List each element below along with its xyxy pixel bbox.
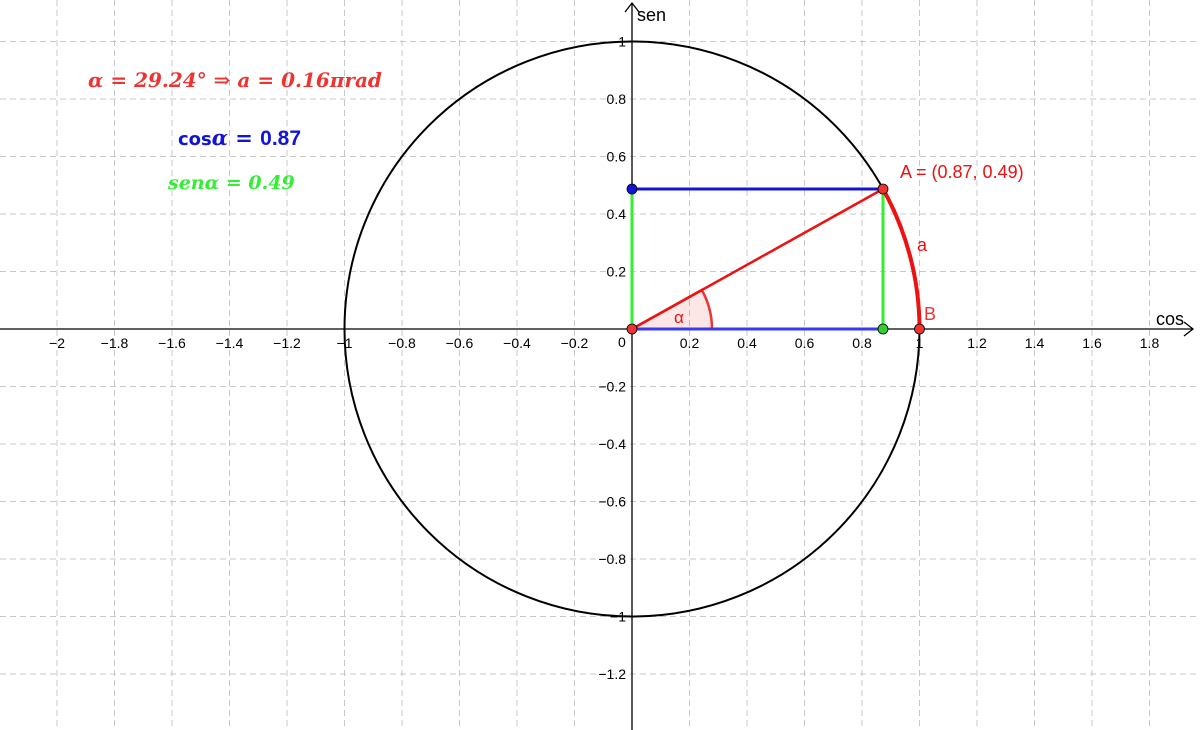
x-tick-label: 0.8 (852, 335, 872, 351)
y-tick-label: 0.4 (607, 206, 627, 222)
x-tick-label: −0.6 (446, 335, 474, 351)
y-tick-label: 0.8 (607, 91, 627, 107)
x-tick-label: 0.2 (680, 335, 700, 351)
x-tick-label: −0.8 (388, 335, 416, 351)
equals-sign: = (250, 68, 282, 92)
cos-readout: cosα = 0.87 (178, 125, 301, 151)
point-b-label: B (924, 304, 936, 324)
y-tick-label: −0.6 (598, 494, 626, 510)
point-b[interactable] (914, 323, 925, 335)
alpha-symbol: α (211, 125, 228, 150)
x-tick-label: 1.4 (1025, 335, 1045, 351)
x-tick-label: 1.8 (1140, 335, 1160, 351)
point-a[interactable] (877, 183, 889, 195)
point-sin[interactable] (626, 183, 638, 195)
y-tick-label: 0.6 (607, 149, 627, 165)
x-axis-label: cos (1156, 309, 1184, 329)
y-tick-label: −0.8 (598, 551, 626, 567)
x-tick-label: −1.2 (273, 335, 301, 351)
cos-word: cos (178, 129, 212, 150)
implies-arrow: ⇒ (206, 68, 238, 92)
arc-a-label: a (917, 235, 928, 255)
alpha-symbol: α (204, 172, 220, 194)
alpha-symbol: α (88, 68, 104, 92)
x-tick-label: −2 (49, 335, 65, 351)
sin-readout: senα = 0.49 (168, 172, 295, 194)
equals-sign: = (219, 172, 249, 194)
y-tick-label: −1.2 (598, 666, 626, 682)
x-tick-label: −1.6 (158, 335, 186, 351)
x-tick-label: 0.4 (737, 335, 757, 351)
x-tick-label: 1.6 (1082, 335, 1102, 351)
angle-readout: α = 29.24° ⇒ a = 0.16πrad (88, 68, 382, 92)
alpha-degrees: 29.24° (134, 68, 207, 92)
angle-alpha-label: α (674, 308, 684, 327)
x-tick-label: −0.2 (561, 335, 589, 351)
equals-sign: = (103, 68, 135, 92)
x-tick-label: −0.4 (503, 335, 531, 351)
y-tick-label: −0.4 (598, 436, 626, 452)
y-tick-label: −0.2 (598, 379, 626, 395)
x-axis (0, 321, 1195, 337)
x-tick-label: −1.8 (101, 335, 129, 351)
sin-value: 0.49 (248, 172, 295, 194)
x-tick-labels: −2 −1.8 −1.6 −1.4 −1.2 −1 −0.8 −0.6 −0.4 −0.2 0.2 0… (49, 335, 1159, 351)
point-cos[interactable] (877, 323, 889, 335)
y-axis (624, 1, 640, 730)
equals-sign: = (227, 125, 261, 150)
point-a-label: A = (0.87, 0.49) (900, 162, 1024, 182)
x-tick-label: 0.6 (795, 335, 815, 351)
arc-a (881, 188, 922, 330)
sen-word: sen (168, 172, 205, 194)
radius-segment (631, 187, 884, 331)
point-origin[interactable] (626, 323, 638, 335)
y-axis-label: sen (637, 5, 666, 25)
x-tick-label: 1.2 (967, 335, 987, 351)
x-tick-label: −1.4 (216, 335, 244, 351)
y-tick-label: 0.2 (607, 264, 627, 280)
arc-radians: 0.16πrad (281, 68, 382, 92)
cos-value: 0.87 (260, 127, 302, 150)
arc-symbol: a (237, 68, 251, 92)
origin-label: 0 (618, 334, 626, 350)
y-tick-labels: 10.80.60.40.2−0.2−0.4−0.6−0.8−1−1.2 (598, 34, 626, 683)
